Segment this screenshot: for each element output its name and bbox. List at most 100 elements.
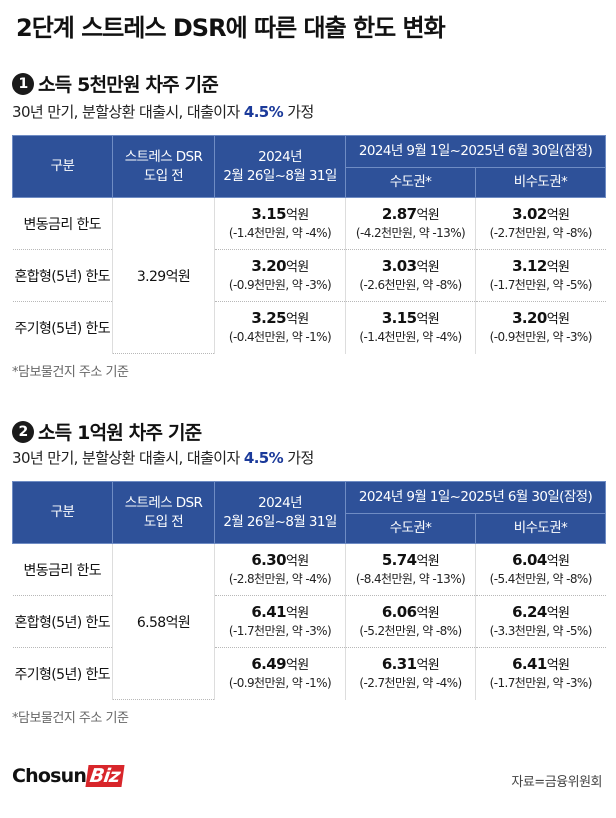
limit-value: 6.41억원 [251, 603, 309, 621]
header-before-dsr: 스트레스 DSR 도입 전 [112, 135, 215, 198]
limit-value: 6.31억원 [381, 655, 440, 674]
pre-dsr-limit: 6.58억원 [112, 543, 215, 700]
table-row: 혼합형(5년) 한도 3.20억원 (-0.9천만원, 약 -3%) 3.03억원 (-… [12, 249, 606, 302]
header-noncapital: 비수도권* [474, 167, 607, 198]
limit-value: 6.49억원 [251, 655, 309, 674]
number-badge-2: 2 [12, 420, 34, 443]
noncapital-limit: 6.24억원 (-3.3천만원, 약 -5%) [474, 595, 606, 648]
assumption-suffix: 가정 [283, 103, 314, 121]
source-credit: 자료=금융위원회 [511, 775, 602, 790]
noncapital-limit: 6.04억원 (-5.4천만원, 약 -8%) [474, 543, 606, 596]
capital-limit: 6.06억원 (-5.2천만원, 약 -8%) [345, 595, 476, 648]
limit-change: (-1.4천만원, 약 -4%) [359, 330, 462, 345]
limit-value: 6.06억원 [381, 603, 440, 621]
period1-limit: 6.30억원 (-2.8천만원, 약 -4%) [214, 543, 346, 596]
section-heading-text: 소득 1억원 차주 기준 [38, 422, 202, 444]
limit-value: 5.74억원 [381, 551, 440, 569]
noncapital-limit: 3.12억원 (-1.7천만원, 약 -5%) [474, 249, 606, 302]
limit-value: 3.15억원 [251, 205, 309, 223]
footnote-2: *담보물건지 주소 기준 [12, 711, 129, 726]
limit-change: (-2.7천만원, 약 -8%) [489, 226, 593, 240]
header-period-1: 2024년 2월 26일~8월 31일 [214, 481, 346, 544]
limit-change: (-2.8천만원, 약 -4%) [228, 572, 332, 586]
limit-value: 2.87억원 [381, 205, 440, 223]
header-category: 구분 [12, 135, 113, 198]
limit-change: (-0.9천만원, 약 -3%) [489, 330, 593, 345]
assumption-suffix: 가정 [283, 449, 314, 467]
loan-limit-table-2: 구분 스트레스 DSR 도입 전 2024년 2월 26일~8월 31일 2024년… [12, 481, 607, 700]
row-label: 주기형(5년) 한도 [14, 666, 111, 683]
row-label: 주기형(5년) 한도 [14, 320, 111, 337]
limit-value: 3.15억원 [381, 309, 440, 328]
limit-value: 6.04억원 [512, 551, 570, 569]
pre-dsr-limit: 3.29억원 [112, 197, 215, 354]
assumption-text-2: 30년 만기, 분할상환 대출시, 대출이자 4.5% 가정 [12, 447, 314, 468]
page-title: 2단계 스트레스 DSR에 따른 대출 한도 변화 [16, 14, 446, 42]
limit-value: 3.02억원 [512, 205, 570, 223]
limit-change: (-1.7천만원, 약 -5%) [489, 278, 593, 292]
loan-limit-table-1: 구분 스트레스 DSR 도입 전 2024년 2월 26일~8월 31일 2024년… [12, 135, 607, 354]
limit-value: 6.41억원 [512, 655, 570, 674]
limit-change: (-0.4천만원, 약 -1%) [228, 330, 332, 345]
header-period-2: 2024년 9월 1일~2025년 6월 30일(잠정) [344, 135, 607, 168]
limit-change: (-1.7천만원, 약 -3%) [489, 676, 593, 691]
limit-value: 6.24억원 [512, 603, 570, 621]
limit-value: 3.03억원 [381, 257, 440, 275]
limit-change: (-2.6천만원, 약 -8%) [359, 278, 462, 292]
limit-change: (-0.9천만원, 약 -3%) [228, 278, 332, 292]
table-row: 혼합형(5년) 한도 6.41억원 (-1.7천만원, 약 -3%) 6.06억원 (-… [12, 595, 606, 648]
table-row: 주기형(5년) 한도 6.49억원 (-0.9천만원, 약 -1%) 6.31억원 (-… [13, 647, 606, 700]
row-label: 혼합형(5년) 한도 [12, 595, 113, 648]
capital-limit: 5.74억원 (-8.4천만원, 약 -13%) [345, 543, 476, 596]
capital-limit: 2.87억원 (-4.2천만원, 약 -13%) [345, 197, 476, 250]
limit-value: 3.12억원 [512, 257, 570, 275]
limit-value: 3.20억원 [512, 309, 570, 328]
header-before-dsr: 스트레스 DSR 도입 전 [112, 481, 215, 544]
footnote-1: *담보물건지 주소 기준 [12, 365, 129, 380]
section-heading-text: 소득 5천만원 차주 기준 [38, 74, 219, 96]
header-period-1: 2024년 2월 26일~8월 31일 [214, 135, 346, 198]
section-heading-1: 1 소득 5천만원 차주 기준 [12, 70, 219, 97]
limit-value: 3.25억원 [251, 309, 309, 328]
period1-limit: 6.41억원 (-1.7천만원, 약 -3%) [214, 595, 346, 648]
assumption-prefix: 30년 만기, 분할상환 대출시, 대출이자 [12, 449, 244, 467]
capital-limit: 6.31억원 (-2.7천만원, 약 -4%) [345, 647, 476, 700]
number-badge-1: 1 [12, 72, 34, 95]
period1-limit: 3.20억원 (-0.9천만원, 약 -3%) [214, 249, 346, 302]
row-label: 변동금리 한도 [12, 543, 113, 596]
table-row: 변동금리 한도 3.29억원 3.15억원 (-1.4천만원, 약 -4%) 2.87억… [12, 197, 606, 354]
limit-value: 6.30억원 [251, 551, 309, 569]
period1-limit: 6.49억원 (-0.9천만원, 약 -1%) [214, 647, 346, 700]
row-label: 혼합형(5년) 한도 [12, 249, 113, 302]
header-capital: 수도권* [345, 167, 476, 198]
table-row: 주기형(5년) 한도 3.25억원 (-0.4천만원, 약 -1%) 3.15억원 (-… [13, 301, 606, 354]
limit-change: (-2.7천만원, 약 -4%) [359, 676, 462, 691]
limit-change: (-5.4천만원, 약 -8%) [489, 572, 593, 586]
section-heading-2: 2 소득 1억원 차주 기준 [12, 418, 202, 445]
header-capital: 수도권* [345, 513, 476, 544]
period1-limit: 3.25억원 (-0.4천만원, 약 -1%) [214, 301, 346, 354]
assumption-prefix: 30년 만기, 분할상환 대출시, 대출이자 [12, 103, 244, 121]
noncapital-limit: 6.41억원 (-1.7천만원, 약 -3%) [474, 647, 606, 700]
row-label: 변동금리 한도 [12, 197, 113, 250]
table-row: 변동금리 한도 6.58억원 6.30억원 (-2.8천만원, 약 -4%) 5.74억… [12, 543, 606, 700]
limit-change: (-0.9천만원, 약 -1%) [228, 676, 332, 691]
limit-change: (-4.2천만원, 약 -13%) [355, 226, 466, 240]
interest-rate: 4.5% [243, 103, 284, 121]
capital-limit: 3.15억원 (-1.4천만원, 약 -4%) [345, 301, 476, 354]
period1-limit: 3.15억원 (-1.4천만원, 약 -4%) [214, 197, 346, 250]
limit-change: (-1.7천만원, 약 -3%) [228, 624, 332, 638]
header-period-2: 2024년 9월 1일~2025년 6월 30일(잠정) [344, 481, 607, 514]
chosunbiz-logo: Chosun Biz [12, 765, 125, 787]
limit-change: (-8.4천만원, 약 -13%) [355, 572, 466, 586]
limit-change: (-1.4천만원, 약 -4%) [228, 226, 332, 240]
capital-limit: 3.03억원 (-2.6천만원, 약 -8%) [345, 249, 476, 302]
limit-change: (-3.3천만원, 약 -5%) [489, 624, 593, 638]
header-noncapital: 비수도권* [474, 513, 607, 544]
assumption-text-1: 30년 만기, 분할상환 대출시, 대출이자 4.5% 가정 [12, 101, 314, 122]
limit-change: (-5.2천만원, 약 -8%) [359, 624, 462, 638]
noncapital-limit: 3.20억원 (-0.9천만원, 약 -3%) [474, 301, 606, 354]
interest-rate: 4.5% [243, 449, 284, 467]
limit-value: 3.20억원 [251, 257, 309, 275]
noncapital-limit: 3.02억원 (-2.7천만원, 약 -8%) [474, 197, 606, 250]
